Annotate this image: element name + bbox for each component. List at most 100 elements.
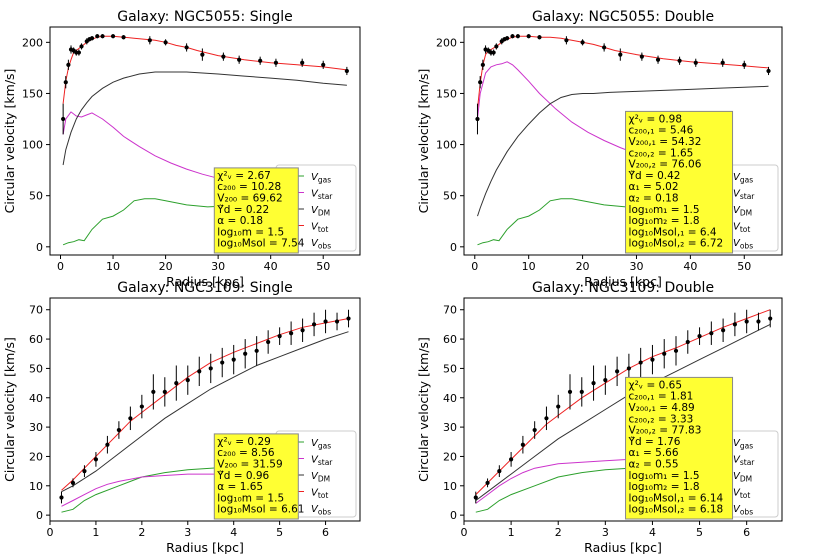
y-tick-label: 50 <box>443 362 457 375</box>
obs-point <box>221 54 226 59</box>
obs-point <box>163 40 168 45</box>
y-tick-label: 0 <box>450 241 457 254</box>
fit-parameter: log₁₀m₂ = 1.8 <box>629 215 700 227</box>
obs-point <box>721 328 726 333</box>
fit-parameter: log₁₀Msol = 7.54 <box>217 238 304 250</box>
obs-point <box>273 60 279 65</box>
plot-frame <box>49 26 361 256</box>
obs-point <box>346 316 351 321</box>
x-tick-label: 50 <box>737 260 751 273</box>
fit-parameter: V₂₀₀ = 69.62 <box>217 193 282 205</box>
obs-point <box>151 389 156 394</box>
obs-point <box>638 360 643 365</box>
legend-entry: Vgas <box>733 172 753 185</box>
legend-entry: Vgas <box>733 438 753 451</box>
obs-point <box>744 319 749 324</box>
y-tick-label: 0 <box>36 509 43 522</box>
obs-point <box>220 360 225 365</box>
fit-parameter: V₂₀₀,₁ = 54.32 <box>629 136 702 148</box>
y-tick-label: 40 <box>443 392 457 405</box>
y-tick-label: 50 <box>29 362 43 375</box>
fit-parameter: log₁₀m₁ = 1.5 <box>629 470 700 482</box>
obs-point <box>742 62 747 67</box>
fit-parameter: χ²ᵥ = 0.98 <box>629 113 683 125</box>
obs-point <box>494 44 499 49</box>
y-tick-label: 200 <box>436 36 457 49</box>
x-axis-label: Radius [kpc] <box>166 274 244 289</box>
obs-point <box>697 334 702 339</box>
y-tick-label: 20 <box>443 450 457 463</box>
fit-parameter: Υ̃d = 0.22 <box>216 204 269 216</box>
obs-point <box>79 44 84 49</box>
chart-title: Galaxy: NGC5055: Single <box>117 9 293 25</box>
obs-point <box>768 316 773 321</box>
fit-parameter: Υ̃d = 0.42 <box>628 170 681 182</box>
y-tick-label: 10 <box>29 480 43 493</box>
fit-parameter: c₂₀₀,₁ = 1.81 <box>629 391 694 403</box>
obs-point <box>66 62 71 67</box>
chart-title: Galaxy: NGC3109: Single <box>117 280 293 296</box>
x-tick-label: 40 <box>683 260 697 273</box>
x-tick-label: 3 <box>184 526 191 539</box>
plot-frame <box>463 26 783 256</box>
obs-point <box>526 34 531 39</box>
series-line-dm <box>62 71 347 166</box>
obs-point <box>100 34 105 39</box>
obs-point <box>626 366 631 371</box>
obs-point <box>732 322 737 327</box>
obs-point <box>300 60 305 65</box>
y-tick-label: 0 <box>450 509 457 522</box>
legend-entry: Vtot <box>311 488 328 501</box>
obs-point <box>311 322 317 327</box>
obs-point <box>266 339 271 345</box>
y-tick-label: 100 <box>22 139 43 152</box>
fit-parameter: Υ̃d = 0.96 <box>216 470 269 482</box>
obs-point <box>602 45 607 50</box>
x-tick-label: 6 <box>322 526 329 539</box>
legend-entry: Vobs <box>311 238 331 251</box>
obs-point <box>567 389 573 394</box>
obs-point <box>254 348 259 353</box>
legend-entry: Vstar <box>733 455 755 468</box>
obs-point <box>147 38 152 43</box>
x-tick-label: 10 <box>522 260 536 273</box>
obs-point <box>766 68 771 74</box>
fit-parameter: α₂ = 0.55 <box>629 459 679 471</box>
obs-point <box>300 328 305 333</box>
legend-entry: Vstar <box>733 189 755 202</box>
fit-parameter: log₁₀m = 1.5 <box>217 226 284 238</box>
x-tick-label: 0 <box>47 526 54 539</box>
y-tick-label: 50 <box>29 190 43 203</box>
y-tick-label: 60 <box>443 333 457 346</box>
obs-point <box>200 52 205 57</box>
obs-point <box>662 351 667 356</box>
x-axis-label: Radius [kpc] <box>584 540 662 554</box>
y-tick-label: 70 <box>29 304 43 317</box>
obs-point <box>184 45 189 50</box>
obs-point <box>693 60 698 65</box>
fit-parameter: α = 1.65 <box>217 481 263 493</box>
fit-parameter: α₁ = 5.66 <box>629 447 679 459</box>
info-box-bg <box>213 433 299 520</box>
obs-point <box>618 52 623 57</box>
info-box-bg <box>213 167 299 254</box>
obs-point <box>515 34 520 39</box>
fit-parameter: V₂₀₀,₁ = 4.89 <box>629 402 695 414</box>
obs-point <box>510 34 515 39</box>
x-axis-label: Radius [kpc] <box>584 274 662 289</box>
fit-parameter: α₂ = 0.18 <box>629 193 679 205</box>
y-tick-label: 200 <box>22 36 43 49</box>
obs-point <box>685 339 690 345</box>
obs-point <box>116 427 121 433</box>
obs-point <box>478 80 483 85</box>
y-tick-label: 100 <box>436 139 457 152</box>
x-tick-label: 2 <box>138 526 145 539</box>
fit-parameter: α₁ = 5.02 <box>629 181 679 193</box>
legend-entry: Vgas <box>311 438 331 451</box>
x-tick-label: 20 <box>576 260 590 273</box>
x-axis-label: Radius [kpc] <box>166 540 244 554</box>
obs-point <box>709 331 714 336</box>
obs-point <box>208 366 213 371</box>
